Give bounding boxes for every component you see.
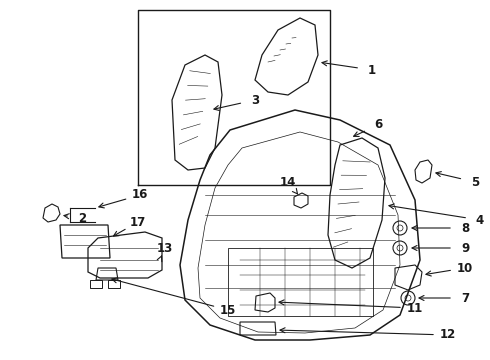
Text: 8: 8 — [461, 221, 469, 234]
Text: 14: 14 — [280, 175, 296, 189]
Text: 4: 4 — [476, 213, 484, 226]
Bar — [108, 280, 120, 288]
Text: 6: 6 — [374, 118, 382, 131]
Text: 7: 7 — [461, 292, 469, 305]
Text: 3: 3 — [251, 94, 259, 107]
Text: 12: 12 — [440, 328, 456, 342]
Text: 17: 17 — [130, 216, 146, 229]
Text: 11: 11 — [407, 302, 423, 315]
Text: 10: 10 — [457, 261, 473, 274]
Bar — [90, 280, 102, 288]
Bar — [228, 248, 373, 316]
Text: 2: 2 — [78, 211, 86, 225]
Text: 9: 9 — [461, 242, 469, 255]
Text: 16: 16 — [132, 189, 148, 202]
Text: 15: 15 — [220, 303, 236, 316]
Text: 13: 13 — [157, 242, 173, 255]
Text: 5: 5 — [471, 175, 479, 189]
Text: 1: 1 — [368, 63, 376, 77]
